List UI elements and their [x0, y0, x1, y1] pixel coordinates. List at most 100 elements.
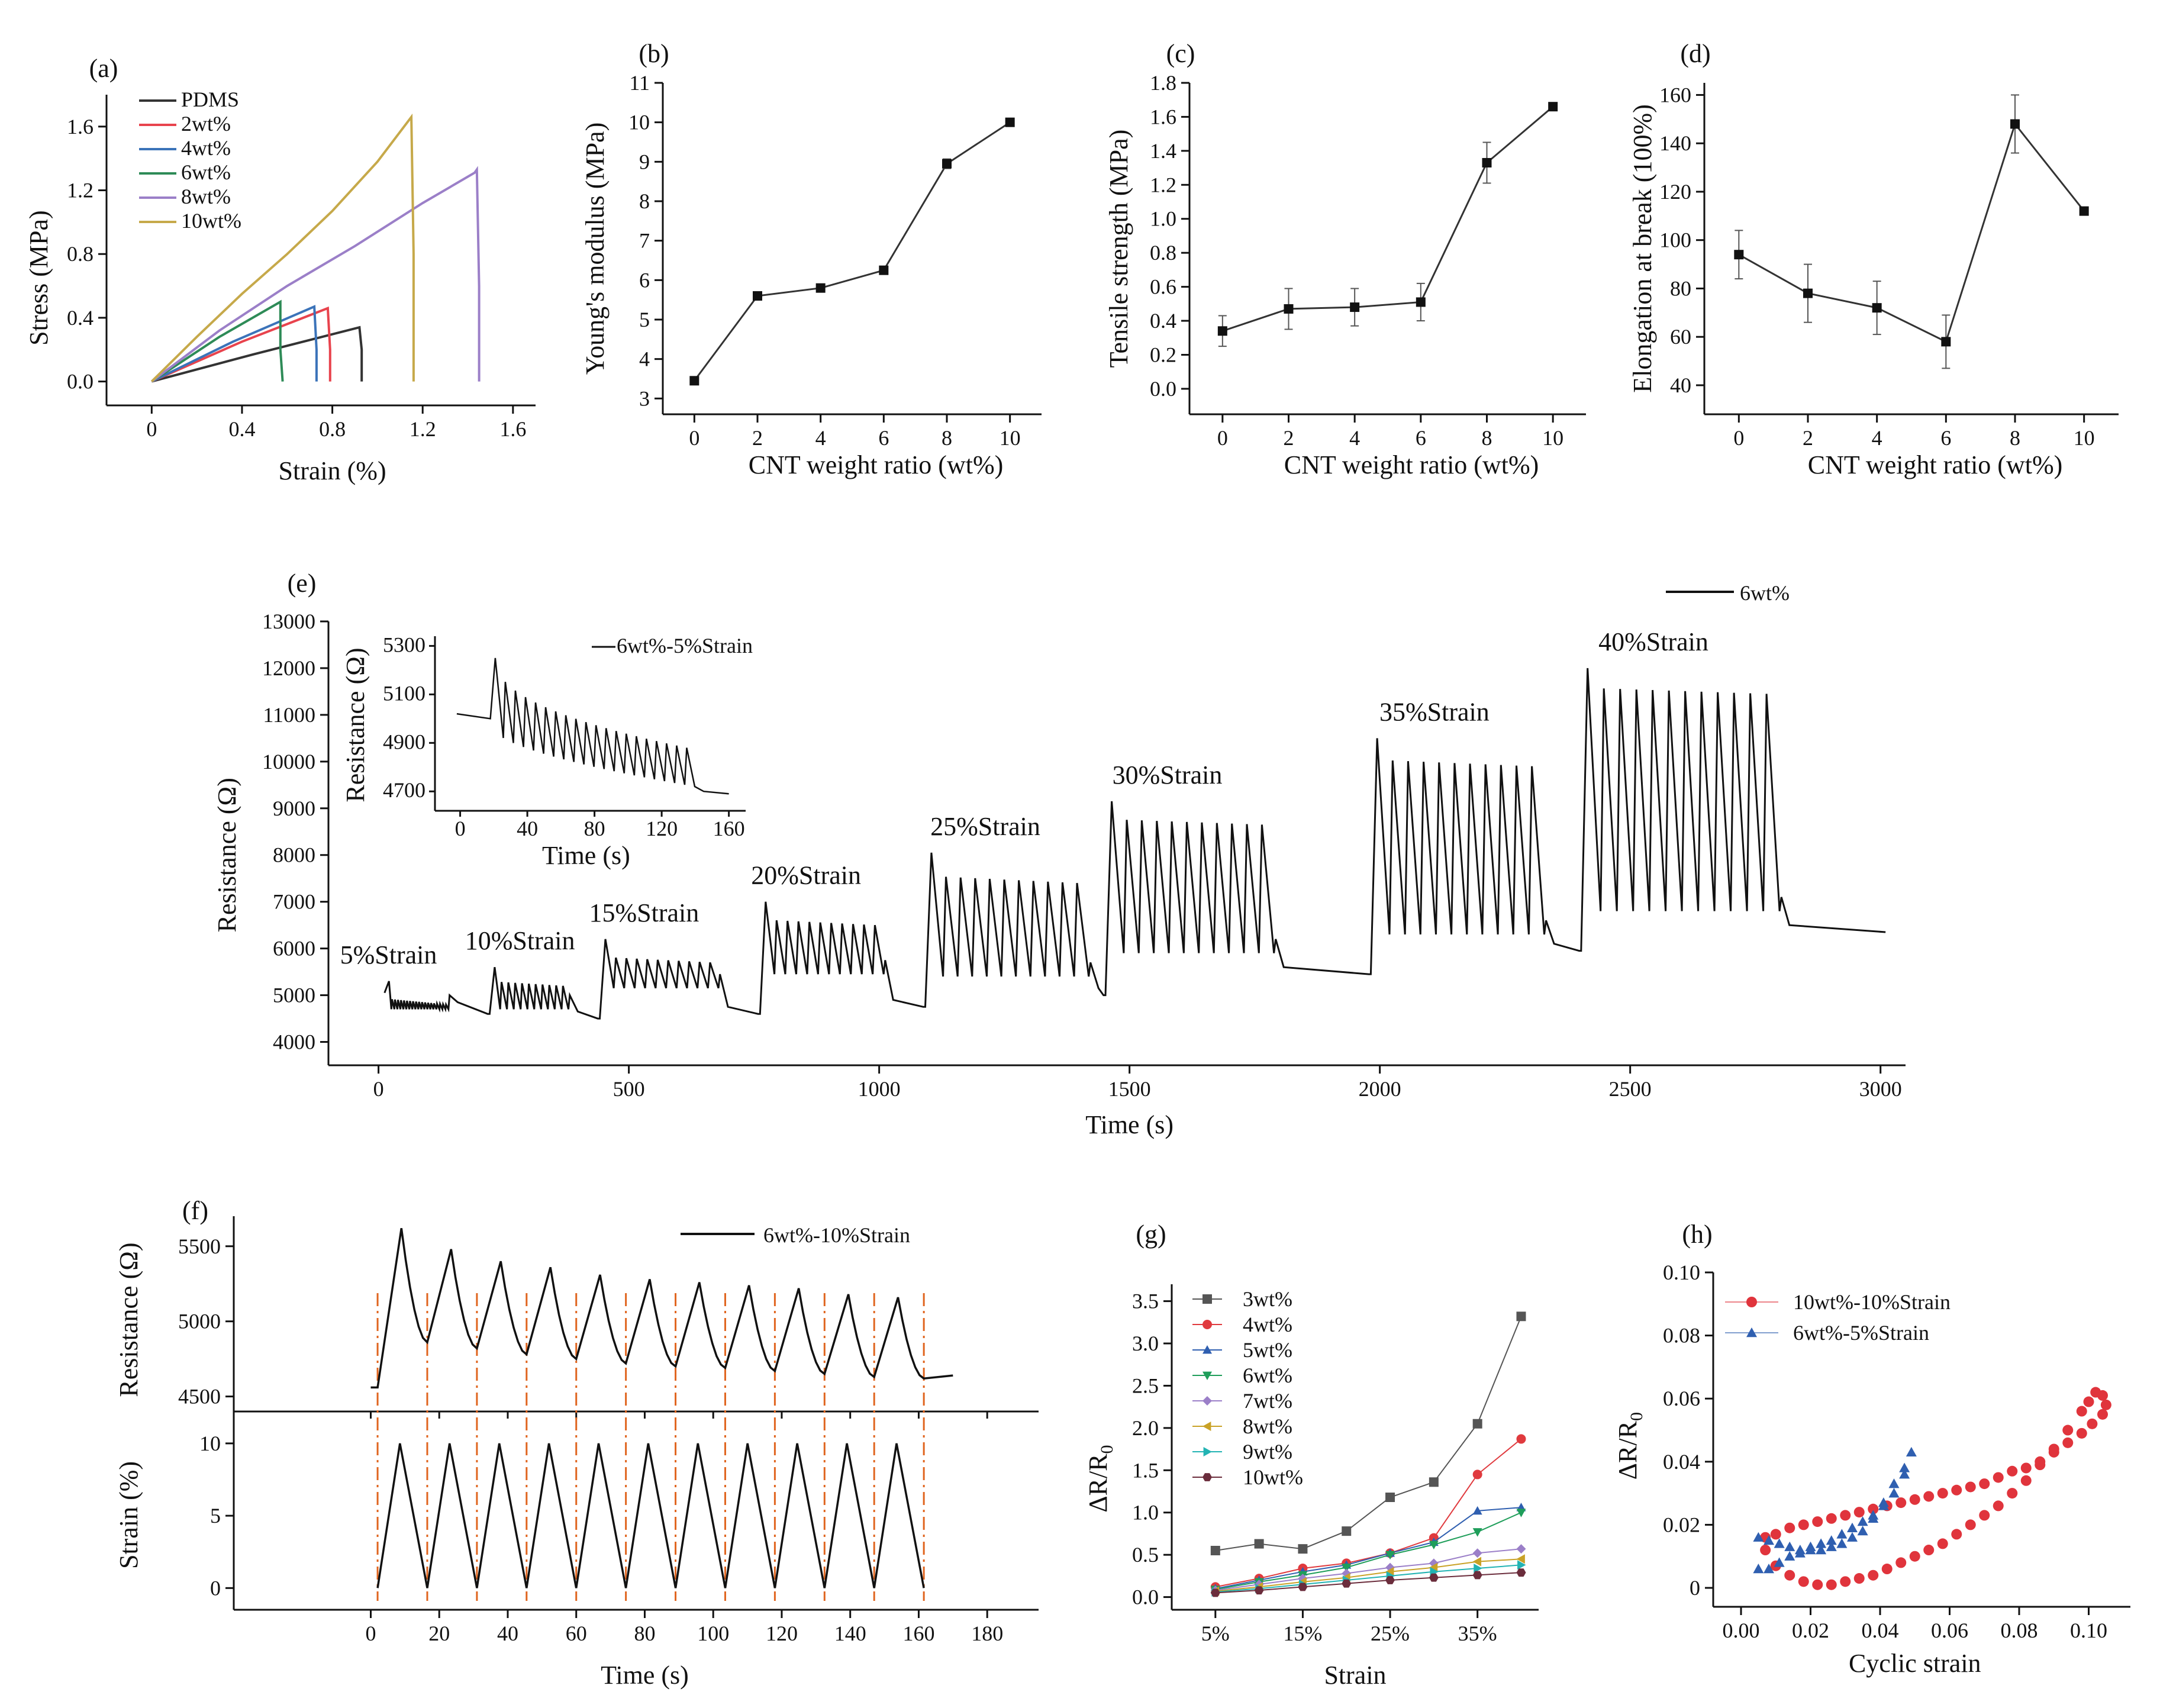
y-tick-label: 0.10: [1663, 1261, 1700, 1284]
y-tick-label: 1.5: [1132, 1458, 1159, 1482]
data-point: [1516, 1311, 1526, 1322]
data-point: [1734, 250, 1744, 260]
data-point: [1472, 1571, 1482, 1580]
y-tick-label: 5: [639, 308, 650, 331]
series-line: [1215, 1548, 1521, 1591]
data-point: [1516, 1434, 1526, 1444]
data-point: [1895, 1557, 1907, 1568]
y-axis-label-d: Elongation at break (100%): [1628, 104, 1657, 393]
x-tick-label: 4: [1349, 426, 1360, 450]
y-tick-label: 1.2: [67, 179, 94, 202]
y-tick-label: 5000: [178, 1310, 221, 1333]
data-point: [1784, 1522, 1795, 1533]
data-point: [2097, 1390, 2108, 1401]
panel-e: 0 500 1000 1500 2000 2500 3000 4000 5000 6000 7000…: [212, 569, 1906, 1139]
x-axis-label-d: CNT weight ratio (wt%): [1808, 450, 2063, 479]
series-line-10wt%: [150, 113, 415, 383]
strain-annotation: 35%Strain: [1379, 697, 1490, 726]
x-tick-label: 60: [566, 1622, 587, 1645]
y-tick-label: 10: [628, 111, 650, 134]
legend-marker: [1202, 1396, 1212, 1406]
y-tick-label: 4000: [273, 1030, 315, 1054]
data-point: [1516, 1568, 1526, 1577]
x-tick-label: 1.6: [499, 417, 526, 441]
data-point: [2007, 1488, 2018, 1499]
x-tick-label: 10: [2074, 426, 2095, 450]
data-point: [1472, 1548, 1482, 1558]
y-tick-label: 0: [210, 1576, 221, 1600]
x-axis-label-c: CNT weight ratio (wt%): [1284, 450, 1539, 479]
data-point: [1210, 1546, 1220, 1555]
y-tick-label: 1.4: [1150, 139, 1176, 163]
y-tick-label: 1.0: [1150, 207, 1176, 231]
y-tick-label: 9: [639, 150, 650, 173]
data-point: [1210, 1588, 1220, 1597]
legend-label: 8wt%: [181, 185, 231, 208]
x-tick-label: 0.8: [319, 417, 346, 441]
legend-label: 4wt%: [181, 136, 231, 160]
panel-c: 0 2 4 6 8 10 0.0 0.2 0.4 0.6 0.8 1.0 1.2 1.4 1.6 1.8 (c)…: [1104, 39, 1586, 479]
x-tick-label: 5%: [1201, 1622, 1230, 1645]
y-tick-label: 100: [1659, 228, 1691, 252]
x-tick-label: 8: [2010, 426, 2020, 450]
data-point: [1816, 1545, 1827, 1555]
data-point: [2020, 1462, 2032, 1474]
data-point: [1899, 1469, 1910, 1479]
legend-marker: [1202, 1345, 1212, 1354]
data-point: [2100, 1399, 2111, 1410]
data-point: [1798, 1576, 1809, 1587]
y-tick-label: 10: [199, 1432, 221, 1455]
data-point: [815, 283, 826, 293]
x-tick-label: 2: [1284, 426, 1294, 450]
y-tick-label: 4500: [178, 1385, 221, 1409]
inset-y-tick-label: 4900: [383, 730, 425, 753]
y-tick-label: 1.8: [1150, 71, 1176, 95]
data-point: [1472, 1506, 1482, 1515]
x-tick-label: 2000: [1359, 1077, 1401, 1101]
inset-x-tick-label: 120: [646, 817, 678, 840]
data-point: [1760, 1545, 1771, 1556]
data-point: [1868, 1503, 1879, 1514]
y-tick-label: 80: [1670, 276, 1691, 300]
y-tick-label: 0.08: [1663, 1324, 1700, 1348]
series-line-2wt%: [151, 306, 331, 383]
y-axis-label-g: ΔR/R0: [1084, 1445, 1117, 1512]
strain-annotation: 20%Strain: [751, 861, 861, 890]
data-point: [1005, 117, 1015, 127]
legend-label: 2wt%: [181, 112, 231, 136]
y-tick-label: 0.4: [1150, 309, 1176, 333]
panel-b: 0 2 4 6 8 10 3 4 5 6 7 8 9 10 11 (b) CNT weight ratio (w…: [581, 39, 1042, 479]
data-point: [1899, 1462, 1910, 1472]
legend-marker: [1202, 1422, 1211, 1431]
x-tick-label: 0: [1217, 426, 1228, 450]
data-point: [1350, 302, 1360, 312]
x-tick-label: 0.06: [1931, 1619, 1968, 1642]
data-point: [1872, 303, 1882, 313]
data-point: [1937, 1488, 1948, 1499]
legend-label: 6wt%: [1740, 581, 1790, 605]
x-axis-label-e: Time (s): [1085, 1110, 1174, 1139]
y-tick-label: 3.0: [1132, 1332, 1159, 1355]
y-axis-label-c: Tensile strength (MPa): [1104, 130, 1133, 368]
data-point: [2097, 1409, 2108, 1420]
y-tick-label: 5000: [273, 984, 315, 1007]
y-tick-label: 120: [1659, 180, 1691, 204]
y-tick-label: 140: [1659, 131, 1691, 155]
data-point: [2083, 1396, 2094, 1407]
data-point: [1951, 1529, 1962, 1540]
data-point: [1857, 1526, 1868, 1536]
y-tick-label: 3.5: [1132, 1290, 1159, 1313]
data-point: [1868, 1510, 1879, 1520]
y-tick-label: 6: [639, 268, 650, 292]
y-tick-label: 0.2: [1150, 343, 1176, 366]
x-tick-label: 80: [634, 1622, 655, 1645]
x-tick-label: 0.00: [1723, 1619, 1760, 1642]
data-point: [2062, 1437, 2074, 1448]
data-point: [1923, 1491, 1935, 1502]
x-tick-label: 160: [902, 1622, 934, 1645]
panel-d: 0 2 4 6 8 10 40 60 80 100 120 140 160 (d) CNT weight r…: [1628, 39, 2119, 479]
data-point: [1941, 337, 1951, 347]
y-tick-label: 5500: [178, 1235, 221, 1258]
data-line: [694, 121, 1011, 382]
